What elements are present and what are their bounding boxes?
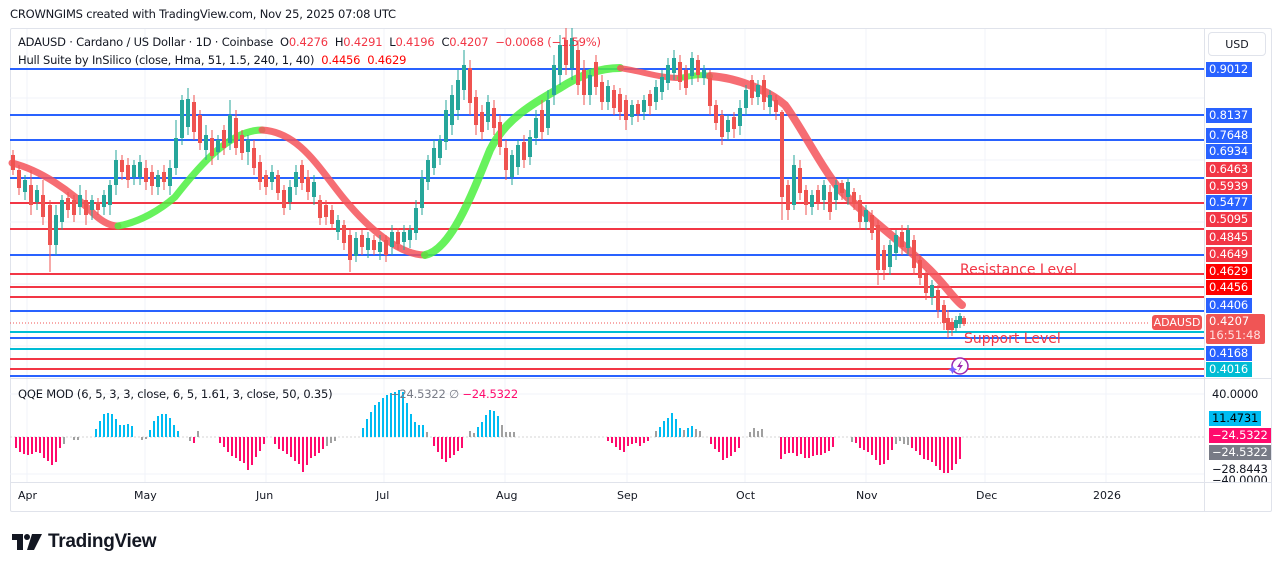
time-tick: Jun [256,489,274,502]
change-value: −0.0068 (−1.59%) [495,35,601,49]
time-tick: Dec [976,489,998,502]
price-level-label: 0.4649 [1206,247,1252,262]
time-tick: Sep [617,489,638,502]
qqe-na-icon: ∅ [449,387,459,401]
qqe-values: −24.5322 ∅ −24.5322 [390,387,518,401]
price-level-label: 0.4168 [1206,346,1252,361]
price-level-label: 0.4845 [1206,230,1252,245]
symbol-info[interactable]: ADAUSD · Cardano / US Dollar · 1D · Coin… [18,35,274,49]
alert-lightning-icon [948,357,969,375]
currency-button[interactable]: USD [1208,32,1266,56]
low-value: 0.4196 [395,35,435,49]
close-value: 0.4207 [449,35,489,49]
time-tick: 2026 [1093,489,1121,502]
price-level-label: 0.6463 [1206,162,1252,177]
time-tick: Nov [856,489,878,502]
time-tick: Aug [496,489,518,502]
price-level-label: 0.4629 [1206,264,1252,279]
price-level-label: 0.9012 [1206,62,1252,77]
time-tick: Apr [18,489,38,502]
qqe-scale-bottom: −40.0000 [1212,474,1268,482]
time-axis-divider [10,482,1272,483]
price-level-label: 0.4456 [1206,280,1252,295]
current-price: 0.4207 [1209,314,1250,328]
qqe-scale-label-1: 11.4731 [1209,411,1262,426]
qqe-indicator-label[interactable]: QQE MOD (6, 5, 3, 3, close, 6, 5, 1.61, … [18,387,333,401]
price-level-label: 0.4016 [1206,362,1252,377]
price-level-label: 0.7648 [1206,128,1252,143]
hull-legend[interactable]: Hull Suite by InSilico (close, Hma, 51, … [18,53,406,67]
price-level-label: 0.8137 [1206,108,1252,123]
open-value: 0.4276 [288,35,328,49]
qqe-scale-label-2: −24.5322 [1209,428,1271,443]
price-scale-divider [1204,28,1205,512]
qqe-scale-low: −28.8443 [1212,462,1268,476]
symbol-legend[interactable]: ADAUSD · Cardano / US Dollar · 1D · Coin… [18,35,601,49]
hull-indicator-label[interactable]: Hull Suite by InSilico (close, Hma, 51, … [18,53,315,67]
bar-countdown: 16:51:48 [1209,328,1261,342]
time-tick: Jul [376,489,390,502]
support-level-label[interactable]: Support Level [964,331,1061,347]
time-tick: Oct [736,489,756,502]
price-level-label: 0.5095 [1206,212,1252,227]
qqe-histogram [15,390,961,473]
hull-value-2: 0.4629 [367,53,407,67]
tradingview-brand: TradingView [48,531,157,552]
time-tick: May [134,489,157,502]
level-lines [10,68,1204,377]
high-value: 0.4291 [343,35,383,49]
qqe-value-2: −24.5322 [462,387,518,401]
tradingview-logo[interactable]: TradingView [12,531,157,553]
current-price-tag: 0.4207 16:51:48 [1206,314,1265,344]
qqe-scale-top: 40.0000 [1212,387,1259,401]
pane-divider[interactable] [10,378,1272,379]
resistance-level-label[interactable]: Resistance Level [960,262,1077,278]
price-level-label: 0.4406 [1206,298,1252,313]
price-level-label: 0.5477 [1206,195,1252,210]
price-level-label: 0.6934 [1206,144,1252,159]
qqe-scale-label-3: −24.5322 [1209,445,1271,460]
qqe-value-1: −24.5322 [390,387,446,401]
chart-credit: CROWNGIMS created with TradingView.com, … [10,7,396,21]
candles [11,28,966,338]
tradingview-logo-icon [12,534,42,550]
qqe-legend[interactable]: QQE MOD (6, 5, 3, 3, close, 6, 5, 1.61, … [18,387,333,401]
hull-value-1: 0.4456 [321,53,361,67]
chart-frame [10,28,1272,512]
symbol-price-tag: ADAUSD [1152,315,1202,330]
price-level-label: 0.5939 [1206,179,1252,194]
